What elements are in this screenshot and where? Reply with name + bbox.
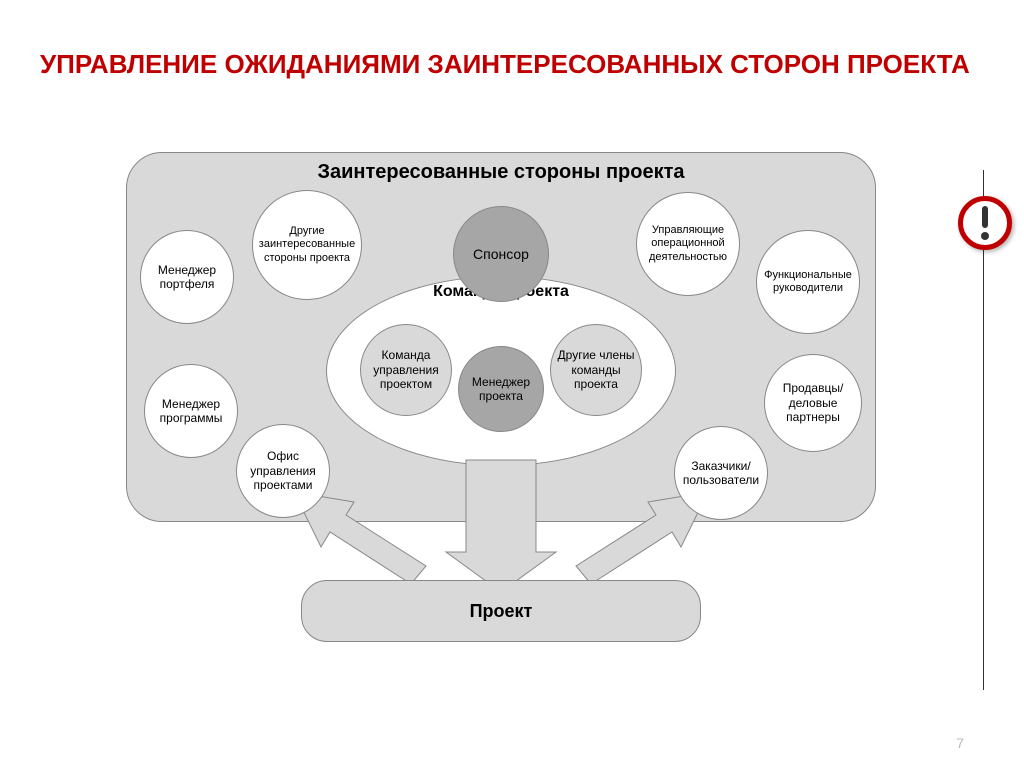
node-label: Другие заинтересованные стороны проекта: [257, 225, 357, 265]
node-label: Другие члены команды проекта: [555, 348, 637, 391]
stakeholders-diagram: Заинтересованные стороны проекта Команда…: [126, 152, 876, 652]
slide-title: УПРАВЛЕНИЕ ОЖИДАНИЯМИ ЗАИНТЕРЕСОВАННЫХ С…: [40, 48, 970, 82]
node-label: Команда управления проектом: [365, 348, 447, 391]
project-label: Проект: [470, 601, 533, 622]
node-project-manager: Менеджер проекта: [458, 346, 544, 432]
node-functional-managers: Функциональные руководители: [756, 230, 860, 334]
alert-icon: [958, 196, 1012, 250]
node-label: Менеджер портфеля: [145, 263, 229, 292]
node-label: Продавцы/ деловые партнеры: [769, 381, 857, 424]
page-number: 7: [956, 735, 964, 751]
node-portfolio-manager: Менеджер портфеля: [140, 230, 234, 324]
node-pmo: Офис управления проектами: [236, 424, 330, 518]
node-program-manager: Менеджер программы: [144, 364, 238, 458]
node-vendors: Продавцы/ деловые партнеры: [764, 354, 862, 452]
node-customers: Заказчики/ пользователи: [674, 426, 768, 520]
outer-box-title: Заинтересованные стороны проекта: [127, 161, 875, 184]
node-label: Заказчики/ пользователи: [679, 459, 763, 488]
node-label: Офис управления проектами: [241, 449, 325, 492]
node-label: Спонсор: [473, 246, 529, 263]
node-label: Управляющие операционной деятельностью: [641, 224, 735, 264]
node-sponsor: Спонсор: [453, 206, 549, 302]
node-ops-managers: Управляющие операционной деятельностью: [636, 192, 740, 296]
node-label: Менеджер проекта: [463, 375, 539, 404]
project-box: Проект: [301, 580, 701, 642]
node-label: Функциональные руководители: [761, 269, 855, 295]
node-other-stakeholders: Другие заинтересованные стороны проекта: [252, 190, 362, 300]
node-pm-team: Команда управления проектом: [360, 324, 452, 416]
node-label: Менеджер программы: [149, 397, 233, 426]
node-other-team: Другие члены команды проекта: [550, 324, 642, 416]
